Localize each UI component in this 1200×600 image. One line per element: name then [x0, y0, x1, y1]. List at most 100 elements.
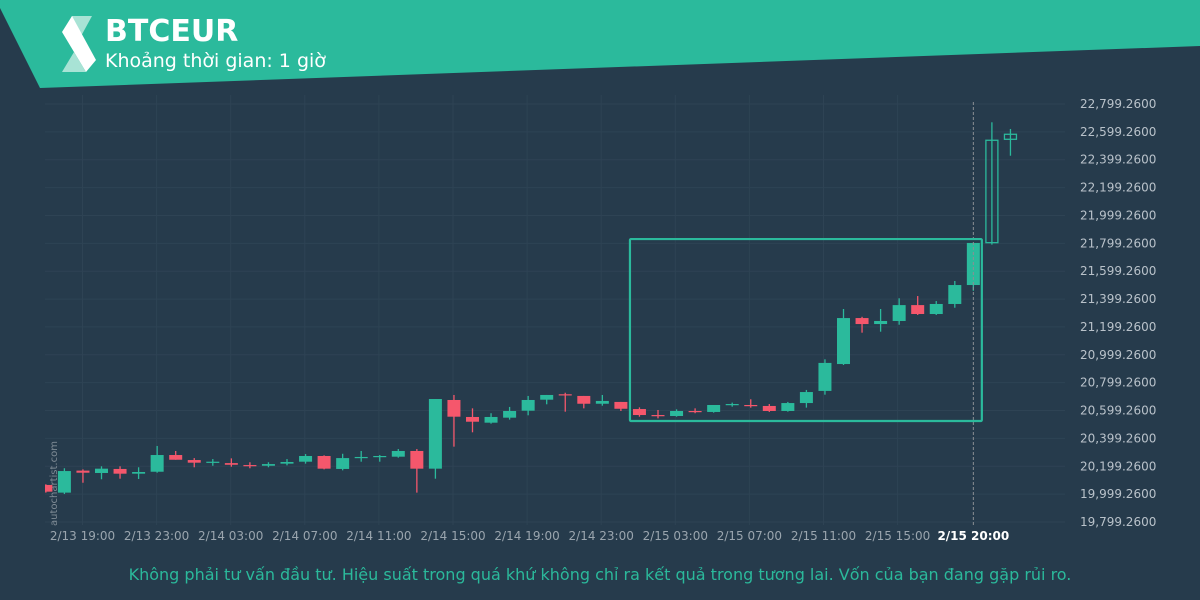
x-tick-label: 2/13 23:00 — [124, 529, 189, 543]
candle — [1003, 128, 1018, 156]
candle — [410, 449, 424, 493]
candle — [354, 450, 368, 462]
y-axis: 22,799.2600 22,599.2600 22,399.2600 22,199.… — [1080, 97, 1156, 529]
pattern-box — [628, 237, 983, 423]
candle — [150, 445, 164, 473]
x-axis: 2/13 19:00 2/13 23:00 2/14 03:00 2/14 07:00… — [50, 529, 1009, 543]
candle-body — [373, 455, 387, 458]
x-tick-label: 2/14 07:00 — [272, 529, 337, 543]
candle-body — [280, 461, 294, 464]
candle — [95, 466, 108, 480]
candle-body — [929, 303, 943, 315]
candle — [484, 413, 498, 424]
candle — [299, 454, 313, 464]
interval-label: Khoảng thời gian: 1 giờ — [105, 50, 326, 72]
y-tick-label: 20,799.2600 — [1080, 376, 1156, 390]
candle — [781, 401, 795, 412]
candle-body — [447, 399, 461, 417]
candle — [632, 407, 646, 417]
candle — [892, 298, 906, 325]
y-tick-label: 20,599.2600 — [1080, 404, 1156, 418]
candle — [595, 394, 609, 406]
candle-body — [113, 468, 127, 474]
candle — [837, 308, 850, 366]
candle — [391, 449, 405, 458]
candle — [855, 316, 869, 333]
candle — [224, 458, 238, 467]
candle-body — [391, 450, 405, 457]
y-tick-label: 20,399.2600 — [1080, 431, 1156, 445]
y-tick-label: 20,199.2600 — [1080, 459, 1156, 473]
candle-body — [595, 400, 609, 404]
y-tick-label: 22,199.2600 — [1080, 181, 1156, 195]
candle-body — [132, 472, 146, 474]
candle — [614, 401, 628, 411]
candle — [373, 455, 387, 462]
candle — [874, 308, 888, 332]
candle — [45, 484, 53, 493]
candle — [948, 280, 962, 308]
candle — [725, 402, 739, 407]
candle-body — [410, 450, 424, 469]
candle-body — [614, 401, 628, 409]
candle — [280, 459, 294, 466]
candle — [132, 467, 146, 479]
candle — [466, 408, 479, 433]
candle-body — [818, 362, 832, 391]
candles — [45, 122, 1018, 495]
candle-body — [874, 320, 888, 325]
candle-body — [261, 464, 275, 466]
candle-body — [670, 410, 684, 417]
candle — [985, 122, 999, 245]
candle-body — [762, 405, 776, 411]
candle-body — [688, 410, 702, 413]
candle-body — [799, 392, 813, 404]
current-time-label: 2/15 20:00 — [937, 529, 1009, 543]
x-tick-label: 2/14 23:00 — [569, 529, 634, 543]
overlay — [628, 102, 983, 525]
candle — [911, 296, 925, 315]
y-tick-label: 19,799.2600 — [1080, 515, 1156, 529]
candle — [818, 359, 832, 395]
y-tick-label: 21,599.2600 — [1080, 264, 1156, 278]
watermark: autochartist.com — [49, 441, 60, 526]
candle — [744, 399, 758, 408]
candle — [113, 466, 127, 479]
candle-body — [911, 305, 925, 315]
candle-body — [948, 285, 962, 304]
candle-body — [558, 394, 572, 396]
candle — [76, 469, 90, 483]
x-tick-label: 2/14 03:00 — [198, 529, 263, 543]
x-tick-label: 2/14 11:00 — [346, 529, 411, 543]
y-tick-label: 20,999.2600 — [1080, 348, 1156, 362]
disclaimer-text: Không phải tư vấn đầu tư. Hiệu suất tron… — [128, 565, 1072, 584]
candle-body — [317, 455, 331, 469]
candle — [799, 389, 813, 408]
y-tick-label: 22,599.2600 — [1080, 125, 1156, 139]
x-tick-label: 2/15 11:00 — [791, 529, 856, 543]
y-tick-label: 22,799.2600 — [1080, 97, 1156, 111]
y-tick-label: 22,399.2600 — [1080, 153, 1156, 167]
y-tick-label: 21,399.2600 — [1080, 292, 1156, 306]
x-tick-label: 2/15 15:00 — [865, 529, 930, 543]
candle-body — [484, 416, 498, 423]
candle — [762, 404, 776, 412]
candle-body — [57, 471, 71, 493]
candle — [169, 450, 183, 460]
y-tick-label: 21,199.2600 — [1080, 320, 1156, 334]
candle-body — [243, 465, 257, 467]
candle-body — [781, 403, 795, 411]
candle — [521, 395, 535, 416]
x-tick-label: 2/13 19:00 — [50, 529, 115, 543]
candle — [187, 458, 201, 468]
x-tick-label: 2/15 03:00 — [643, 529, 708, 543]
candle-body — [837, 318, 850, 365]
candle-body — [428, 399, 442, 469]
candle-body — [76, 470, 90, 473]
candle-body — [725, 404, 739, 406]
candle-body — [95, 468, 108, 473]
candle — [929, 301, 943, 315]
candle-body — [150, 455, 164, 472]
candle — [670, 409, 684, 417]
